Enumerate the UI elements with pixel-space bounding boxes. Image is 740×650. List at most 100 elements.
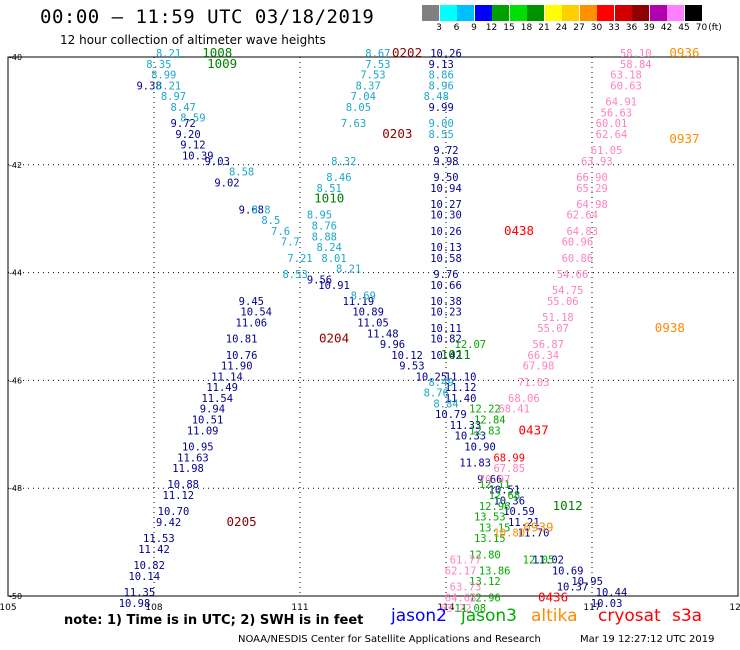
wave-height-value: 8.76 <box>424 388 449 400</box>
wave-height-value: 11.06 <box>236 318 268 330</box>
wave-height-value: 10.44 <box>596 587 628 599</box>
wave-height-value: 61.77 <box>450 555 482 567</box>
wave-height-value: 9.38 <box>136 80 161 92</box>
wave-height-value: 10.90 <box>464 441 496 453</box>
wave-height-value: 12.22 <box>469 404 501 416</box>
y-tick-label: -40 <box>9 53 22 62</box>
wave-height-value: 10.58 <box>430 253 462 265</box>
wave-height-value: 8.5 <box>261 215 280 227</box>
wave-height-value: 10.82 <box>133 560 165 572</box>
wave-height-value: 10.30 <box>430 210 462 222</box>
wave-height-value: 9.68 <box>239 204 264 216</box>
wave-height-value: 66.34 <box>528 350 560 362</box>
wave-height-value: 63.22 <box>440 603 472 615</box>
wave-height-value: 11.33 <box>450 420 482 432</box>
wave-height-value: 12.11 <box>479 479 511 491</box>
legend-jason2: jason2 <box>391 606 447 626</box>
wave-height-value: 9.99 <box>428 102 453 114</box>
colorbar-label: 9 <box>471 23 477 33</box>
y-tick-label: -44 <box>9 269 22 278</box>
wave-height-value: 8.24 <box>317 242 342 254</box>
wave-height-value: 9.03 <box>205 156 230 168</box>
colorbar-label: 27 <box>573 23 585 33</box>
wave-height-value: 10.12 <box>391 350 423 362</box>
wave-height-value: 10.33 <box>455 431 487 443</box>
wave-height-value: 8.58 <box>229 167 254 179</box>
wave-height-value: 11.08 <box>455 603 487 615</box>
wave-height-value: 63.73 <box>450 582 482 594</box>
x-tick-label: 114 <box>437 603 454 613</box>
wave-height-value: 68.06 <box>508 393 540 405</box>
colorbar-swatch <box>579 5 597 21</box>
wave-height-value: 11.02 <box>532 555 564 567</box>
wave-height-value: 10.11 <box>430 323 462 335</box>
wave-height-value: 9.02 <box>214 177 239 189</box>
wave-height-value: 10.51 <box>489 485 521 497</box>
wave-height-value: 9.98 <box>433 156 458 168</box>
wave-height-value: 10.14 <box>128 571 160 583</box>
wave-height-value: 12.05 <box>523 555 555 567</box>
wave-height-value: 13.15 <box>474 533 506 545</box>
wave-height-value: 8.84 <box>433 398 458 410</box>
wave-height-value: 13.86 <box>479 565 511 577</box>
wave-height-value: 8.05 <box>346 102 371 114</box>
wave-height-value: 11.98 <box>172 463 204 475</box>
wave-height-value: 8.95 <box>307 210 332 222</box>
wave-height-value: 10.26 <box>430 48 462 60</box>
wave-height-value: 11.48 <box>367 328 399 340</box>
wave-height-value: 10.70 <box>158 506 190 518</box>
time-annotation: 0204 <box>319 331 349 346</box>
wave-height-value: 62.64 <box>596 129 628 141</box>
y-tick-label: -48 <box>9 484 22 493</box>
colorbar-label: 6 <box>453 23 460 33</box>
wave-height-value: 10.88 <box>167 479 199 491</box>
wave-height-value: 13.53 <box>474 512 506 524</box>
wave-height-value: 9.72 <box>433 145 458 157</box>
wave-height-value: 55.07 <box>537 323 569 335</box>
wave-height-value: 11.42 <box>138 544 170 556</box>
wave-height-value: 10.69 <box>552 565 584 577</box>
colorbar-swatch <box>439 5 457 21</box>
colorbar-swatch <box>422 5 439 21</box>
time-annotation: 0939 <box>523 519 553 534</box>
wave-height-value: 8.21 <box>336 264 361 276</box>
wave-height-value: 7.6 <box>271 226 290 238</box>
wave-height-value: 12.83 <box>469 425 501 437</box>
wave-height-value: 10.91 <box>318 280 350 292</box>
wave-height-value: 11.54 <box>201 393 233 405</box>
x-tick-label: 120 <box>729 603 740 613</box>
wave-height-value: 11.14 <box>211 371 243 383</box>
wave-height-value: 10.79 <box>435 409 467 421</box>
wave-height-value: 8.55 <box>428 129 453 141</box>
wave-height-value: 8.35 <box>146 59 171 71</box>
colorbar-label: 18 <box>520 23 533 33</box>
wave-height-value: 8.97 <box>161 91 186 103</box>
wave-height-value: 66.90 <box>576 172 608 184</box>
legend-altika: altika <box>531 606 578 626</box>
colorbar-swatch <box>684 5 702 21</box>
colorbar-label: 15 <box>503 23 515 33</box>
footnote: note: 1) Time is in UTC; 2) SWH is in fe… <box>64 613 364 628</box>
wave-height-value: 68.99 <box>493 452 525 464</box>
wave-height-value: 8.88 <box>312 231 337 243</box>
colorbar-label: 30 <box>590 23 603 33</box>
colorbar-label: 70 <box>695 23 708 33</box>
wave-height-value: 64.68 <box>445 592 477 604</box>
wave-height-value: 8.21 <box>156 80 181 92</box>
wave-height-value: 10.66 <box>430 280 462 292</box>
wave-height-value: 9.12 <box>180 140 205 152</box>
wave-height-value: 8.37 <box>355 80 380 92</box>
colorbar-label: 45 <box>678 23 690 33</box>
wave-height-value: 10.25 <box>416 371 448 383</box>
colorbar-swatch <box>457 5 474 21</box>
wave-height-value: 60.63 <box>610 80 642 92</box>
time-annotation: 0205 <box>227 514 257 529</box>
wave-height-value: 12.96 <box>469 592 501 604</box>
wave-height-value: 9.94 <box>200 404 225 416</box>
wave-height-value: 8.51 <box>317 183 342 195</box>
wave-height-value: 12.07 <box>455 339 487 351</box>
wave-height-value: 11.05 <box>357 318 389 330</box>
time-annotation: 0203 <box>382 126 412 141</box>
time-annotation: 0938 <box>655 320 685 335</box>
